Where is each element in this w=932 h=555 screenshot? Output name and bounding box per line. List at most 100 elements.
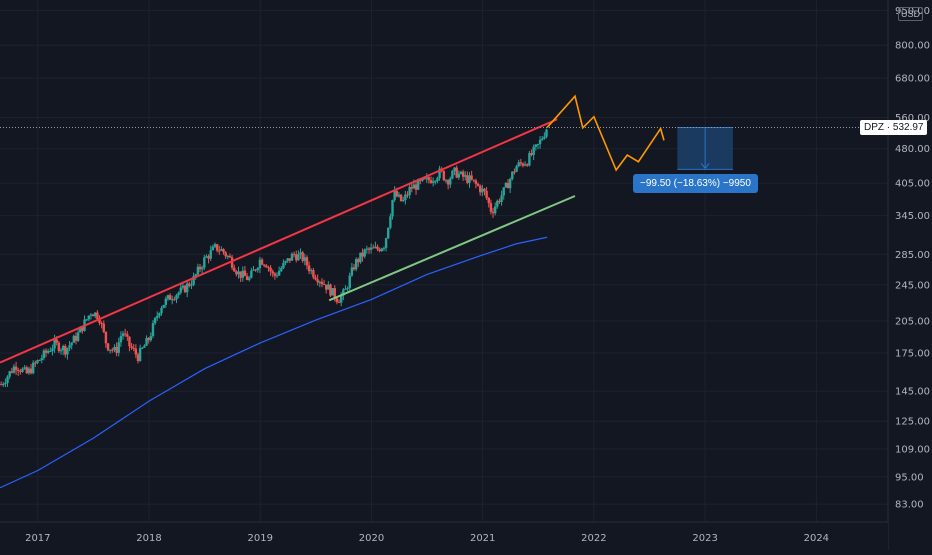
candle-body <box>224 252 227 257</box>
moving-average-line <box>0 236 548 489</box>
candle-body <box>305 257 309 266</box>
candle-body <box>113 346 116 350</box>
candle-body <box>344 288 347 290</box>
candle-body <box>320 281 324 285</box>
candle-body <box>207 256 210 259</box>
candle-body <box>226 255 230 257</box>
candle-body <box>397 194 401 197</box>
candle-body <box>102 323 105 332</box>
candle-body <box>534 144 538 147</box>
candle-body <box>72 335 76 343</box>
candle-body <box>250 270 253 278</box>
y-tick-label: 145.00 <box>895 387 930 398</box>
candle-body <box>115 346 118 353</box>
candle-body <box>203 257 206 268</box>
candle-body <box>173 299 176 301</box>
candle-body <box>269 267 272 272</box>
candle-body <box>350 267 354 276</box>
candle-body <box>177 292 180 296</box>
candle-body <box>457 173 461 178</box>
candle-body <box>372 247 375 249</box>
candle-body <box>530 153 533 156</box>
candle-body <box>156 315 159 318</box>
candle-body <box>382 247 386 249</box>
resistance-trendline <box>0 118 558 364</box>
candle-body <box>446 180 450 185</box>
candle-body <box>472 179 475 181</box>
y-tick-label: 205.00 <box>895 317 930 328</box>
candle-body <box>132 347 135 349</box>
projection-layer[interactable] <box>546 94 665 172</box>
candle-body <box>333 288 336 299</box>
candle-body <box>260 259 264 265</box>
x-tick-label: 2021 <box>470 533 495 544</box>
trendline-layer[interactable] <box>0 118 576 364</box>
candle-body <box>254 269 257 271</box>
candle-body <box>282 262 285 269</box>
candle-body <box>425 177 428 179</box>
candle-body <box>288 258 292 261</box>
candle-body <box>339 295 343 303</box>
candle-body <box>194 274 197 277</box>
x-tick-label: 2023 <box>692 533 717 544</box>
candle-body <box>42 350 46 359</box>
candle-body <box>138 348 142 362</box>
candle-body <box>359 252 362 263</box>
candle-body <box>380 248 384 252</box>
candle-body <box>470 175 473 180</box>
candle-body <box>248 277 251 280</box>
candle-body <box>532 146 535 156</box>
candle-body <box>89 314 93 316</box>
candle-body <box>348 275 351 289</box>
candle-body <box>200 267 204 270</box>
candle-body <box>325 284 328 290</box>
candle-body <box>493 206 497 214</box>
candle-body <box>74 335 78 341</box>
candle-body <box>153 317 157 324</box>
candle-body <box>123 333 127 335</box>
y-tick-label: 285.00 <box>895 250 930 261</box>
projection-path <box>546 94 665 172</box>
candle-body <box>258 259 262 269</box>
candle-body <box>416 179 420 190</box>
candle-body <box>511 171 514 180</box>
candle-body <box>541 138 544 140</box>
y-tick-label: 800.00 <box>895 41 930 52</box>
candle-body <box>431 181 435 184</box>
candle-body <box>295 254 298 261</box>
measure-layer[interactable] <box>677 126 733 170</box>
candle-body <box>329 284 332 296</box>
candle-body <box>378 249 381 252</box>
candle-body <box>387 227 390 239</box>
candle-body <box>66 348 69 355</box>
candle-body <box>38 359 41 361</box>
candle-body <box>104 331 108 344</box>
candle-body <box>459 171 463 174</box>
candle-body <box>301 252 304 261</box>
candle-body <box>230 257 234 268</box>
candle-body <box>160 307 163 314</box>
currency-label: USD <box>898 7 924 21</box>
time-axis-panel <box>0 522 888 550</box>
candle-body <box>337 301 341 303</box>
candle-body <box>235 271 238 275</box>
candle-body <box>126 334 129 337</box>
candle-body <box>0 384 3 386</box>
y-tick-label: 95.00 <box>895 472 924 483</box>
candle-body <box>185 283 189 293</box>
candle-body <box>489 203 493 212</box>
candle-body <box>23 367 26 369</box>
candle-body <box>36 360 39 364</box>
y-tick-label: 245.00 <box>895 280 930 291</box>
candle-body <box>117 342 120 353</box>
candle-body <box>267 267 270 269</box>
candle-body <box>474 180 478 184</box>
candle-body <box>111 349 114 351</box>
candle-body <box>504 182 508 188</box>
candle-body <box>262 264 266 266</box>
candle-body <box>25 367 28 374</box>
candle-body <box>314 277 317 280</box>
